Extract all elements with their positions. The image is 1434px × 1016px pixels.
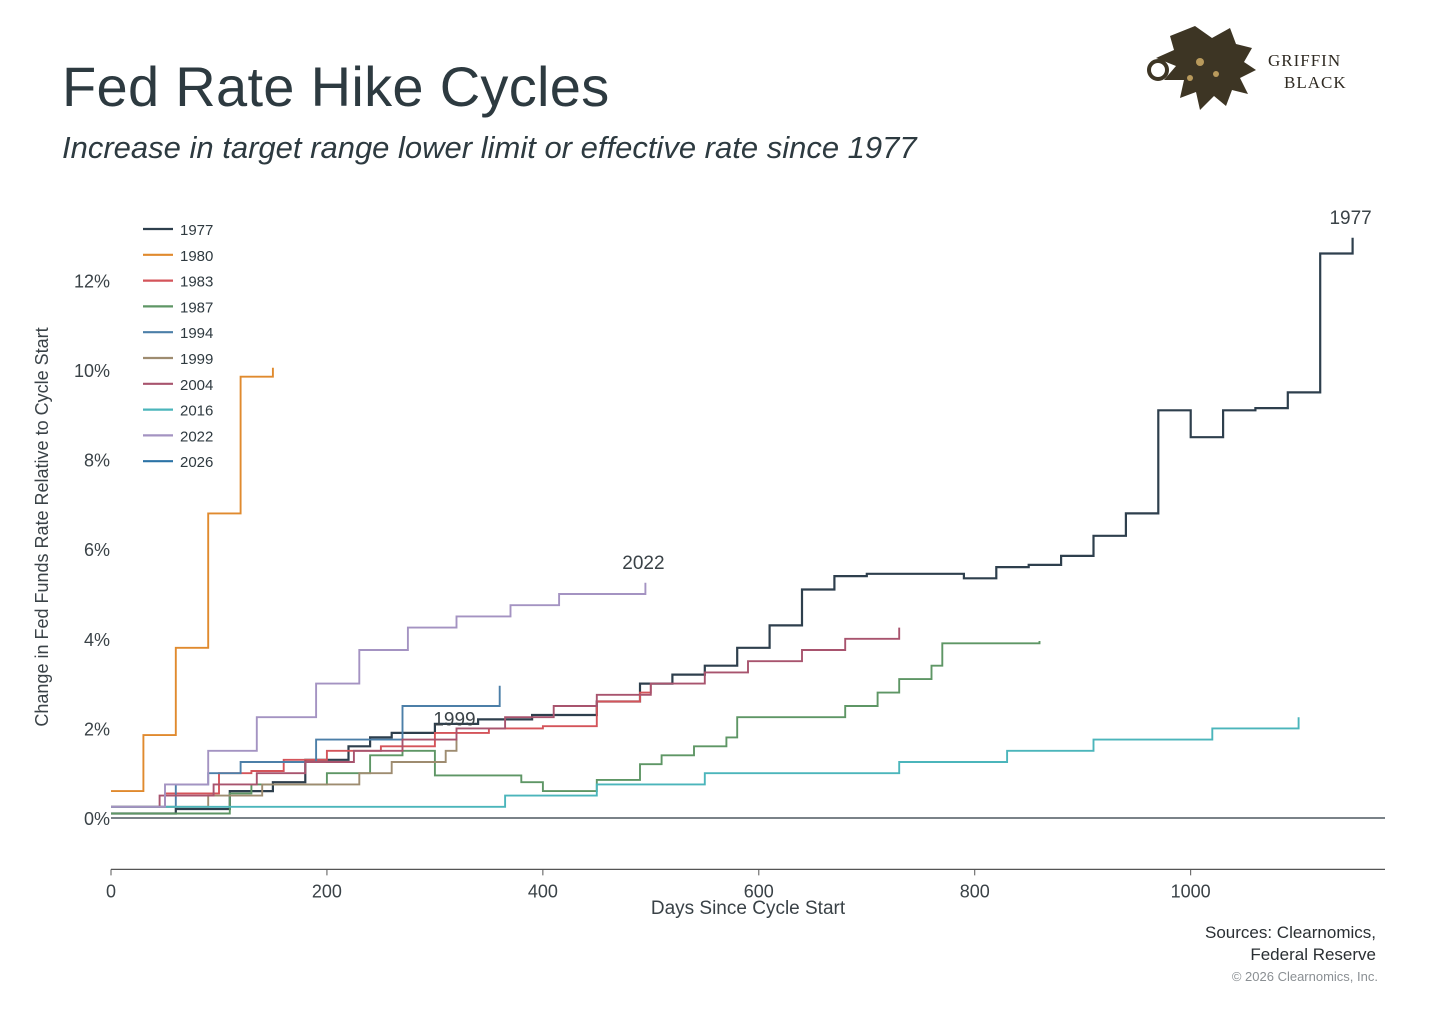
end-label-2022: 2022 xyxy=(622,553,664,574)
y-tick-label: 6% xyxy=(84,540,110,560)
series-line-1987 xyxy=(111,641,1041,815)
y-tick-label: 12% xyxy=(74,271,110,291)
y-tick-label: 0% xyxy=(84,809,110,829)
x-tick-label: 200 xyxy=(312,881,342,901)
logo-line-1: GRIFFIN xyxy=(1268,51,1342,70)
series-line-1977 xyxy=(111,237,1354,815)
y-tick-label: 2% xyxy=(84,719,110,739)
x-tick-label: 1000 xyxy=(1171,881,1211,901)
legend-label-1980: 1980 xyxy=(180,248,213,265)
x-tick-label: 400 xyxy=(528,881,558,901)
sources-line-2: Federal Reserve xyxy=(1250,945,1376,964)
legend-label-2016: 2016 xyxy=(180,403,213,420)
page-title: Fed Rate Hike Cycles xyxy=(62,55,610,118)
copyright: © 2026 Clearnomics, Inc. xyxy=(1231,969,1378,984)
logo-text: GRIFFIN BLACK xyxy=(1268,50,1347,94)
legend-label-2004: 2004 xyxy=(180,377,213,394)
legend-label-1999: 1999 xyxy=(180,351,213,368)
chart-end-labels: 1977 2022 1999 xyxy=(433,208,1371,731)
legend-label-2022: 2022 xyxy=(180,428,213,445)
y-tick-label: 4% xyxy=(84,630,110,650)
sources-note: Sources: Clearnomics, Federal Reserve xyxy=(1205,922,1376,966)
legend-label-1987: 1987 xyxy=(180,299,213,316)
series-line-2016 xyxy=(111,717,1300,808)
logo-line-2: BLACK xyxy=(1284,73,1347,92)
page-subtitle: Increase in target range lower limit or … xyxy=(62,130,917,165)
legend-label-2026: 2026 xyxy=(180,454,213,471)
chart-series xyxy=(111,237,1385,819)
series-line-1980 xyxy=(111,367,274,793)
x-tick-label: 800 xyxy=(960,881,990,901)
legend-label-1983: 1983 xyxy=(180,274,213,291)
chart-ticks: 0 200 400 600 800 1000 0% 2% 4% 6% 8% 10% 12% xyxy=(74,271,1211,901)
legend-label-1994: 1994 xyxy=(180,325,213,342)
end-label-1999: 1999 xyxy=(433,710,475,731)
series-line-1994 xyxy=(111,685,501,808)
x-tick-label: 0 xyxy=(106,881,116,901)
legend-label-1977: 1977 xyxy=(180,222,213,239)
series-line-2022 xyxy=(111,582,647,808)
x-tick-label: 600 xyxy=(744,881,774,901)
sources-line-1: Sources: Clearnomics, xyxy=(1204,923,1376,942)
x-axis-label: Days Since Cycle Start xyxy=(651,898,846,919)
y-tick-label: 8% xyxy=(84,451,110,471)
chart-legend: 1977 1980 1983 1987 1994 1999 2004 2016 2022 2026 xyxy=(143,222,213,471)
series-line-2004 xyxy=(111,627,901,808)
series-line-1983 xyxy=(111,683,652,808)
end-label-1977: 1977 xyxy=(1329,208,1371,229)
y-tick-label: 10% xyxy=(74,361,110,381)
griffin-icon xyxy=(1147,26,1256,110)
y-axis-label: Change in Fed Funds Rate Relative to Cyc… xyxy=(32,327,52,726)
